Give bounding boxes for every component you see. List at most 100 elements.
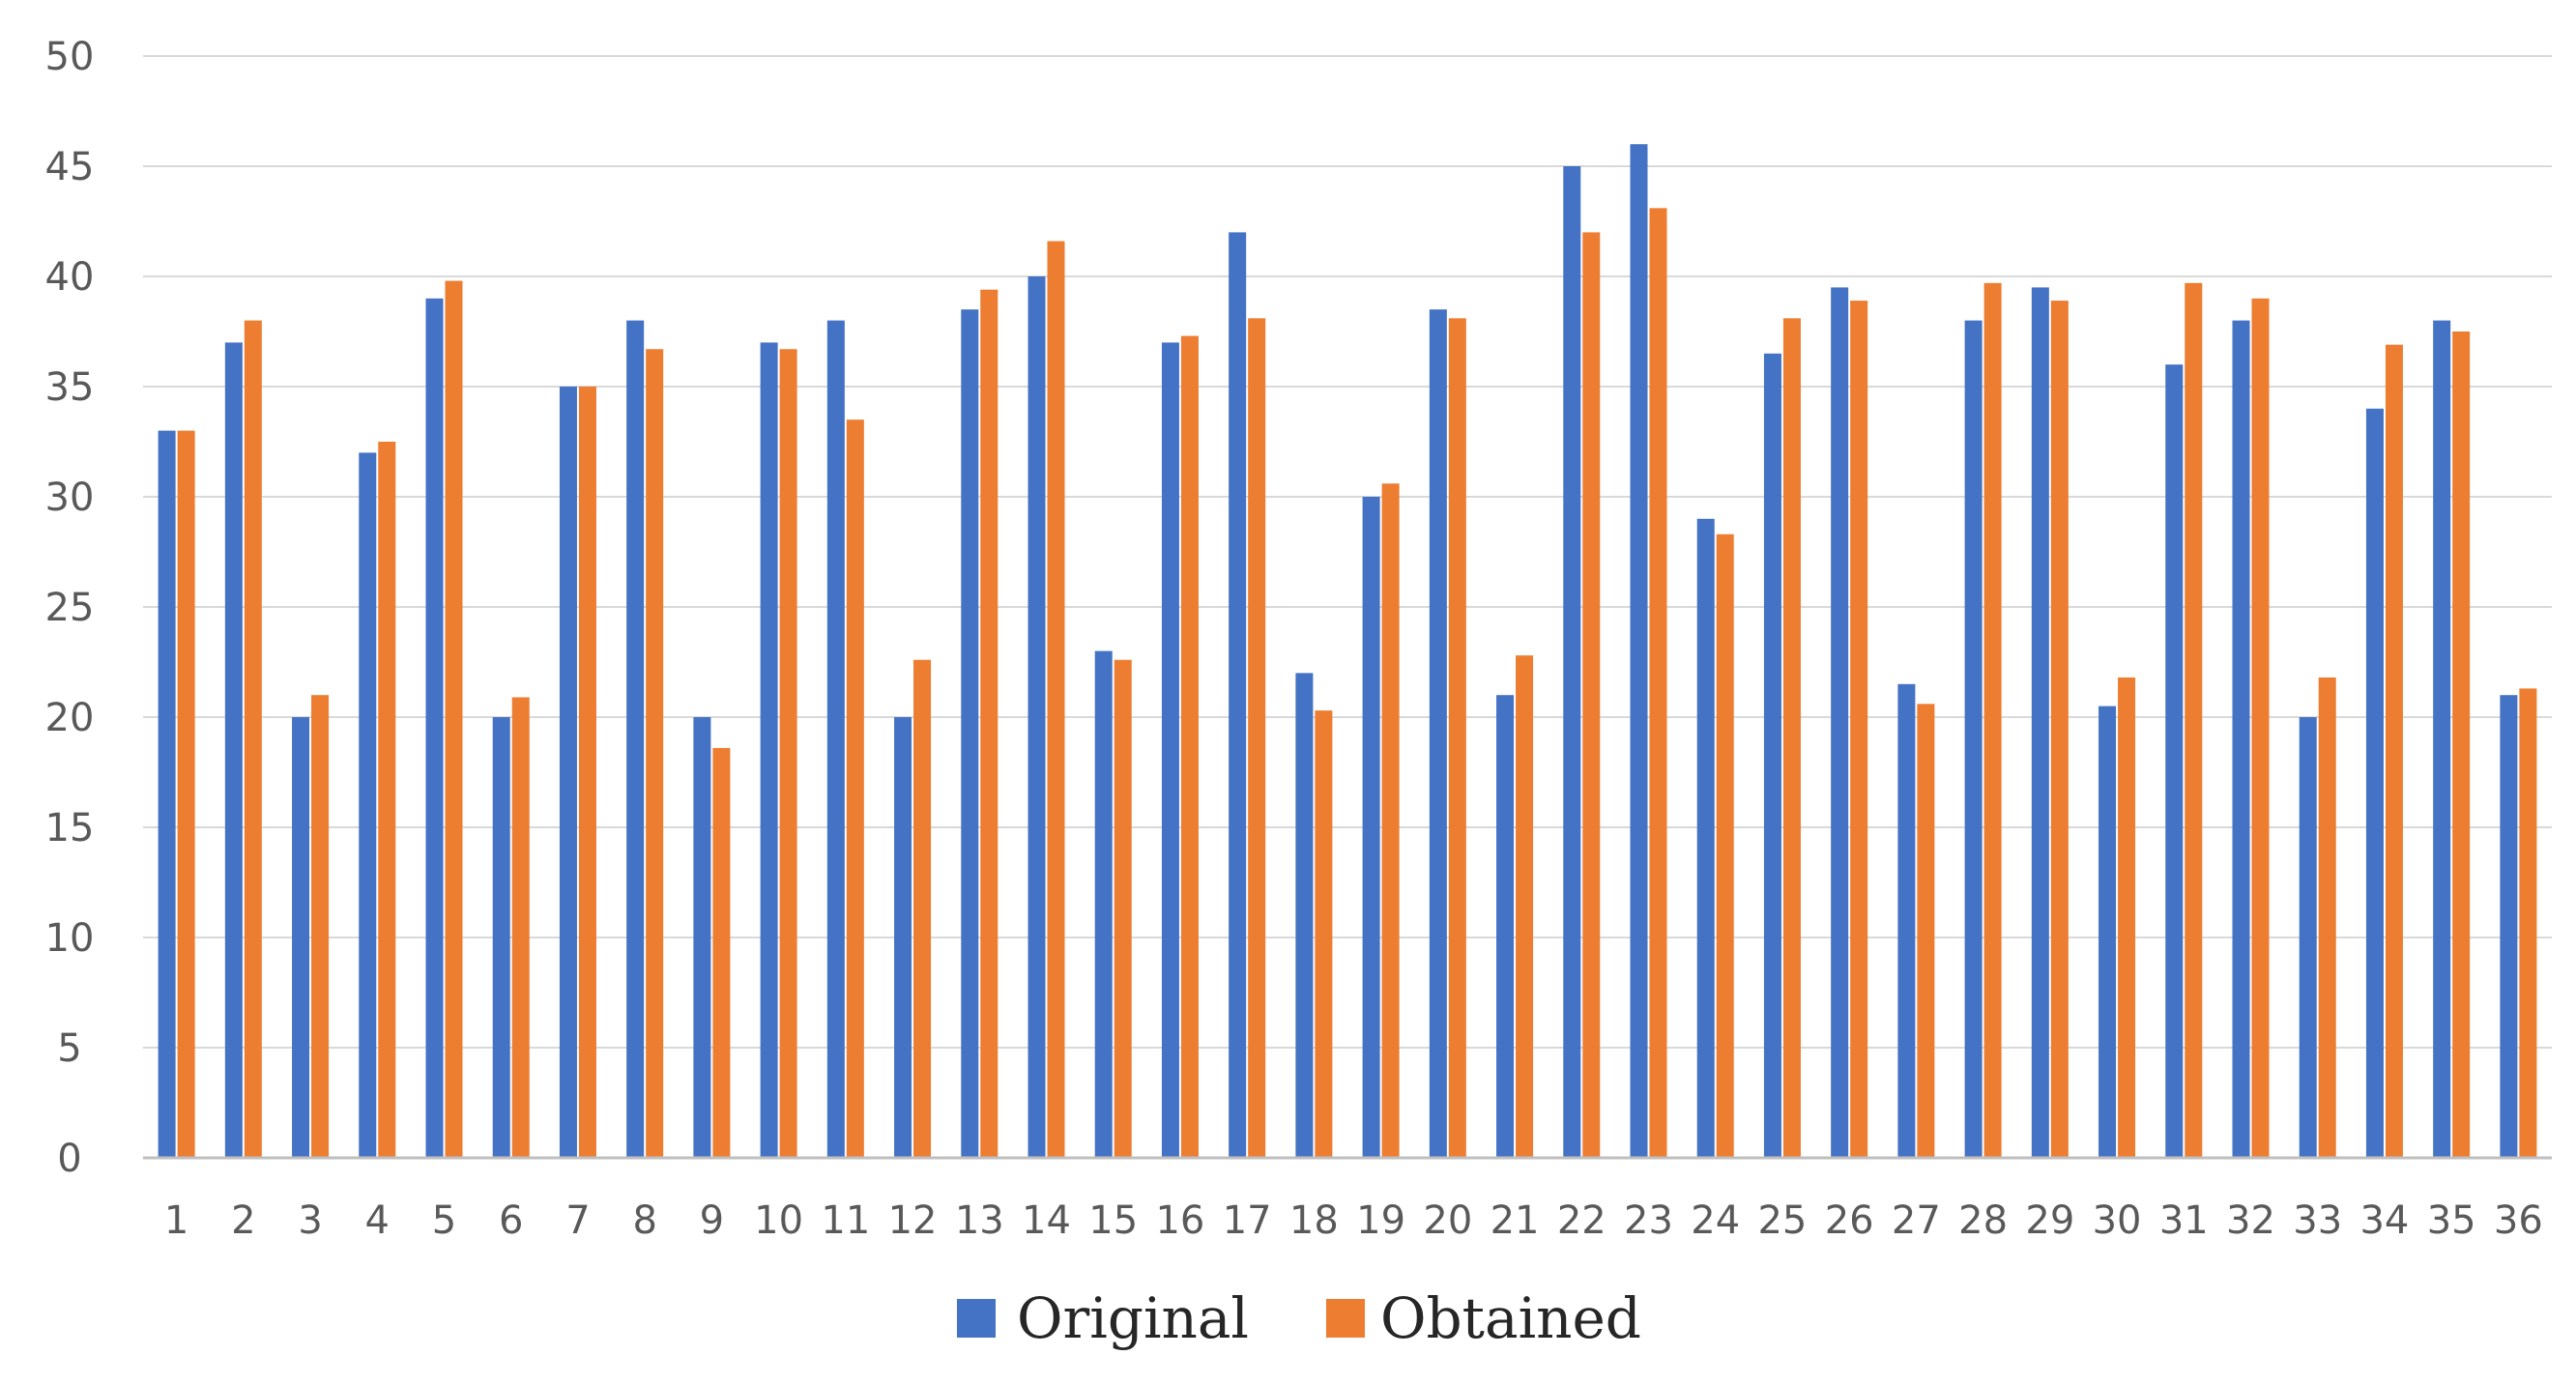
bar-original-20 (1429, 309, 1447, 1158)
x-tick-label: 26 (1825, 1198, 1874, 1243)
bar-obtained-19 (1381, 483, 1400, 1158)
bar-obtained-28 (1983, 282, 2002, 1159)
bar-obtained-33 (2318, 677, 2336, 1158)
bar-obtained-34 (2385, 344, 2403, 1158)
bar-original-32 (2232, 320, 2250, 1159)
bar-original-4 (359, 452, 377, 1158)
legend-swatch-original (957, 1299, 996, 1338)
bar-original-6 (492, 717, 510, 1158)
bar-obtained-15 (1114, 659, 1132, 1158)
bar-original-13 (961, 309, 979, 1158)
bar-obtained-18 (1315, 710, 1333, 1158)
x-tick-label: 32 (2226, 1198, 2275, 1243)
x-tick-label: 18 (1289, 1198, 1339, 1243)
bar-original-17 (1229, 232, 1247, 1158)
bar-obtained-7 (578, 387, 596, 1158)
bar-original-27 (1897, 683, 1916, 1158)
x-tick-label: 30 (2093, 1198, 2142, 1243)
bar-obtained-17 (1248, 318, 1266, 1158)
bar-obtained-3 (311, 695, 330, 1158)
bar-obtained-35 (2452, 332, 2471, 1158)
bar-obtained-36 (2519, 688, 2537, 1158)
bar-original-25 (1763, 353, 1781, 1158)
bar-original-30 (2098, 706, 2117, 1158)
x-tick-label: 19 (1356, 1198, 1405, 1243)
x-tick-label: 7 (565, 1198, 590, 1243)
bar-obtained-14 (1047, 241, 1065, 1158)
y-tick-label: 45 (45, 145, 95, 189)
bar-obtained-26 (1850, 301, 1868, 1159)
x-tick-label: 36 (2494, 1198, 2543, 1243)
x-tick-label: 27 (1892, 1198, 1941, 1243)
x-tick-label: 22 (1557, 1198, 1606, 1243)
x-tick-label: 9 (700, 1198, 724, 1243)
bar-original-7 (559, 387, 577, 1158)
bar-obtained-13 (980, 289, 999, 1158)
y-tick-label: 35 (45, 365, 95, 410)
bar-original-16 (1161, 342, 1179, 1158)
gridlines (143, 55, 2552, 1049)
x-tick-label: 10 (754, 1198, 803, 1243)
bar-obtained-10 (779, 349, 797, 1158)
x-tick-label: 13 (955, 1198, 1004, 1243)
bars (158, 144, 2537, 1159)
bar-original-33 (2299, 717, 2317, 1158)
bar-obtained-31 (2185, 282, 2203, 1159)
y-tick-label: 0 (57, 1137, 81, 1181)
y-tick-label: 25 (45, 586, 95, 630)
x-tick-label: 12 (888, 1198, 938, 1243)
bar-original-19 (1362, 497, 1380, 1158)
y-tick-label: 5 (57, 1026, 81, 1071)
x-tick-label: 23 (1624, 1198, 1673, 1243)
bar-original-23 (1630, 144, 1648, 1159)
x-tick-label: 21 (1491, 1198, 1540, 1243)
bar-original-34 (2365, 408, 2384, 1158)
bar-original-14 (1028, 276, 1046, 1158)
x-tick-label: 2 (231, 1198, 255, 1243)
bar-obtained-29 (2050, 301, 2069, 1159)
x-tick-label: 4 (365, 1198, 390, 1243)
x-tick-label: 28 (1958, 1198, 2008, 1243)
bar-obtained-23 (1649, 208, 1667, 1158)
bar-obtained-5 (445, 280, 463, 1158)
bar-obtained-6 (511, 697, 530, 1158)
bar-obtained-21 (1516, 655, 1534, 1158)
bar-original-2 (224, 342, 243, 1158)
bar-original-11 (826, 320, 845, 1159)
legend-label-original: Original (1017, 1285, 1249, 1351)
x-tick-label: 33 (2293, 1198, 2342, 1243)
x-tick-label: 29 (2025, 1198, 2074, 1243)
x-tick-label: 20 (1423, 1198, 1472, 1243)
y-tick-label: 15 (45, 806, 95, 851)
bar-original-3 (292, 717, 310, 1158)
bar-obtained-20 (1448, 318, 1466, 1158)
bar-original-12 (894, 717, 912, 1158)
bar-obtained-24 (1716, 533, 1734, 1158)
y-tick-label: 40 (45, 255, 95, 300)
x-tick-label: 35 (2427, 1198, 2476, 1243)
x-tick-label: 14 (1022, 1198, 1071, 1243)
bar-original-10 (760, 342, 778, 1158)
legend-label-obtained: Obtained (1380, 1285, 1641, 1351)
bar-obtained-25 (1782, 318, 1801, 1158)
x-tick-label: 5 (432, 1198, 456, 1243)
y-tick-label: 20 (45, 696, 95, 740)
x-tick-label: 11 (821, 1198, 870, 1243)
bar-obtained-8 (646, 349, 664, 1158)
bar-obtained-1 (177, 430, 195, 1159)
x-tick-label: 25 (1757, 1198, 1807, 1243)
bar-original-5 (425, 298, 444, 1158)
bar-obtained-2 (244, 320, 262, 1159)
bar-obtained-32 (2251, 298, 2270, 1158)
bar-original-24 (1696, 518, 1715, 1158)
legend-item-original: Original (957, 1285, 1249, 1351)
x-tick-label: 16 (1155, 1198, 1204, 1243)
x-tick-label: 34 (2359, 1198, 2409, 1243)
legend-item-obtained: Obtained (1326, 1285, 1641, 1351)
legend: Original Obtained (957, 1285, 1641, 1351)
y-tick-label: 50 (45, 35, 95, 79)
x-tick-label: 31 (2159, 1198, 2209, 1243)
x-tick-label: 15 (1088, 1198, 1138, 1243)
y-tick-label: 10 (45, 916, 95, 961)
